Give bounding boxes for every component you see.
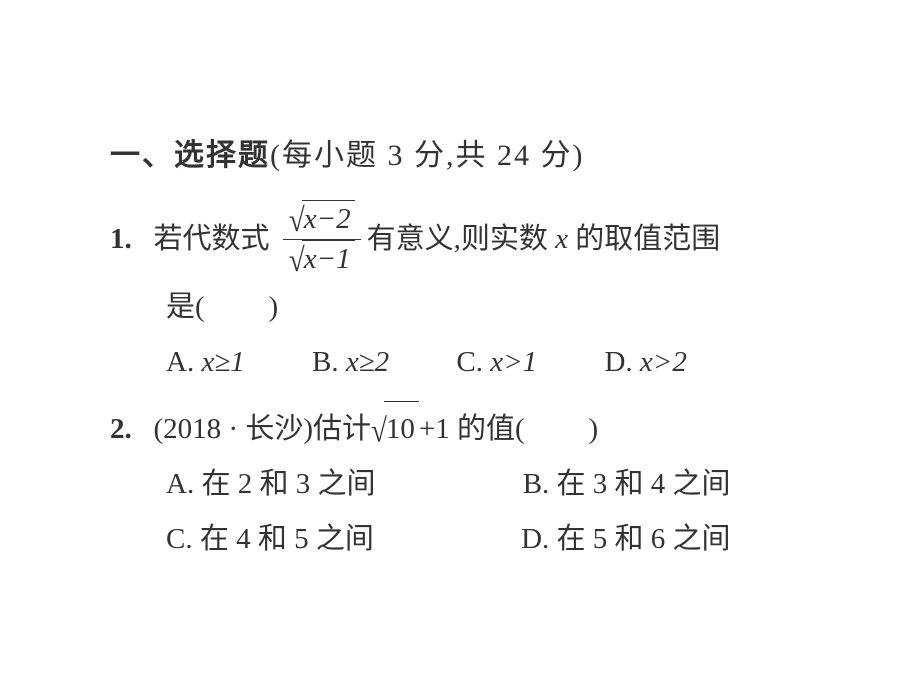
question-2: 2.(2018 · 长沙)估计√10+1 的值() A. 在 2 和 3 之间 … (110, 401, 830, 567)
q2-line1: 2.(2018 · 长沙)估计√10+1 的值() (110, 401, 830, 457)
q2-radicand: 10 (384, 401, 419, 457)
q1-option-a[interactable]: A. x≥1 (166, 335, 245, 390)
q1-tail: 有意义,则实数 (367, 223, 556, 255)
section-label-rest: (每小题 3 分,共 24 分) (270, 139, 584, 172)
q1-fraction: √x−2 √x−1 (283, 200, 361, 278)
q1-frac-numerator: √x−2 (283, 200, 361, 240)
q2-number: 2. (110, 402, 154, 457)
exam-page: 一、选择题(每小题 3 分,共 24 分) 1.若代数式 √x−2 √x−1 有… (0, 0, 920, 690)
q2-option-d[interactable]: D. 在 5 和 6 之间 (521, 512, 730, 567)
q1-var: x (555, 223, 568, 255)
q1-lead: 若代数式 (154, 223, 270, 255)
q2-options-row1: A. 在 2 和 3 之间 B. 在 3 和 4 之间 (110, 457, 830, 512)
q2-plus: +1 的值 (419, 413, 515, 445)
q1-number: 1. (110, 212, 154, 267)
question-1: 1.若代数式 √x−2 √x−1 有意义,则实数 x 的取值范围 是() A. … (110, 202, 830, 391)
answer-paren: () (195, 280, 278, 335)
q1-num-radicand: x−2 (302, 200, 355, 239)
sqrt-icon: √x−1 (289, 240, 355, 279)
q1-line2: 是() (110, 280, 830, 335)
q2-lead: 估计 (313, 413, 371, 445)
section-heading: 一、选择题(每小题 3 分,共 24 分) (110, 130, 830, 174)
q1-line1: 1.若代数式 √x−2 √x−1 有意义,则实数 x 的取值范围 (110, 202, 830, 280)
q1-options: A. x≥1 B. x≥2 C. x>1 D. x>2 (110, 335, 830, 390)
section-label-bold: 一、选择题 (110, 139, 270, 172)
q2-source: (2018 · 长沙) (154, 413, 313, 445)
q1-option-c[interactable]: C. x>1 (456, 335, 537, 390)
q2-option-a[interactable]: A. 在 2 和 3 之间 (166, 457, 375, 512)
sqrt-icon: √10 (371, 401, 419, 457)
q1-den-radicand: x−1 (302, 240, 355, 279)
q1-option-b[interactable]: B. x≥2 (312, 335, 389, 390)
sqrt-icon: √x−2 (289, 200, 355, 239)
q2-option-c[interactable]: C. 在 4 和 5 之间 (166, 512, 374, 567)
q1-line2-text: 是 (166, 291, 195, 323)
q1-option-d[interactable]: D. x>2 (604, 335, 686, 390)
answer-paren: () (515, 402, 598, 457)
q1-tail2: 的取值范围 (568, 223, 720, 255)
q2-options-row2: C. 在 4 和 5 之间 D. 在 5 和 6 之间 (110, 512, 830, 567)
q1-frac-denominator: √x−1 (283, 240, 361, 279)
q2-option-b[interactable]: B. 在 3 和 4 之间 (523, 457, 731, 512)
